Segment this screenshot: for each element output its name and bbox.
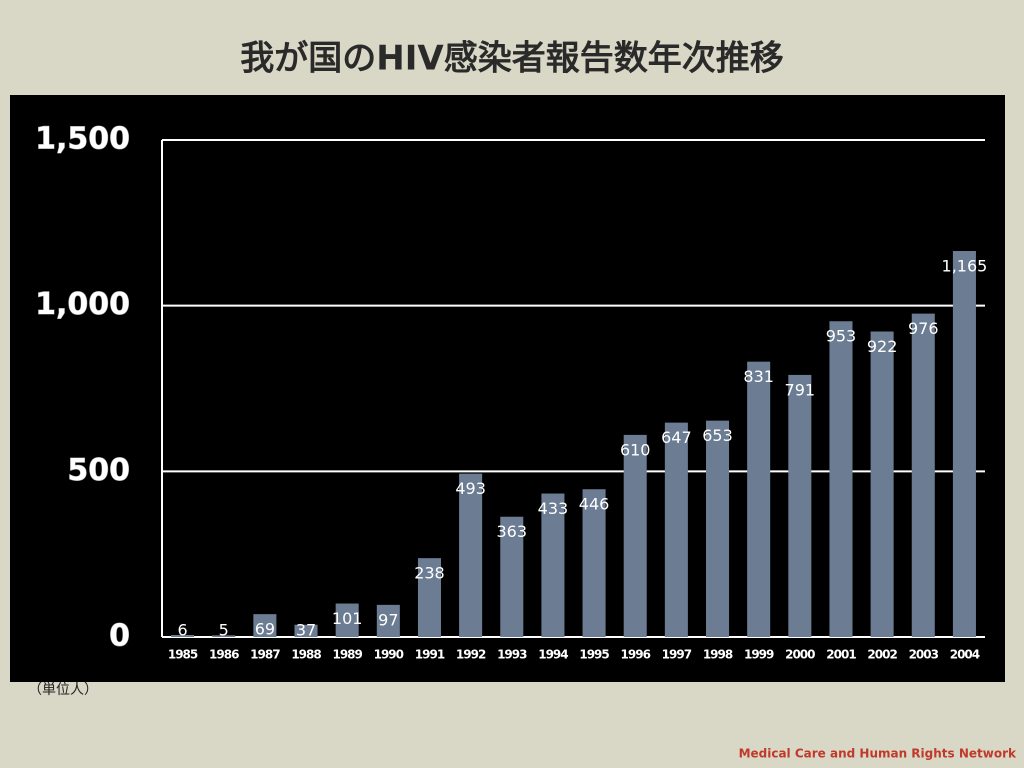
y-tick-label: 500 [67, 453, 130, 488]
x-tick-label: 1988 [291, 648, 321, 662]
x-tick-label: 1993 [497, 648, 527, 662]
value-label: 953 [826, 327, 857, 346]
bar [911, 313, 935, 637]
value-label: 831 [743, 367, 774, 386]
y-tick-label: 1,000 [35, 287, 130, 322]
value-label: 653 [702, 426, 733, 445]
x-tick-label: 1989 [332, 648, 362, 662]
unit-note: （単位人） [28, 682, 98, 698]
x-tick-label: 2003 [909, 648, 939, 662]
bar [253, 614, 277, 637]
bar [417, 558, 441, 637]
value-label: 363 [497, 522, 528, 541]
x-tick-label: 1986 [209, 648, 239, 662]
value-label: 976 [908, 319, 939, 338]
bar [459, 473, 483, 637]
bar [294, 624, 318, 637]
value-label: 6 [177, 621, 187, 640]
chart-title: 我が国のHIV感染者報告数年次推移 [240, 39, 783, 79]
bar [829, 321, 853, 637]
bar [541, 493, 565, 637]
bar [376, 604, 400, 637]
x-tick-label: 2002 [867, 648, 897, 662]
x-tick-label: 1999 [744, 648, 774, 662]
bar [788, 374, 812, 637]
bar [747, 361, 771, 637]
value-label: 101 [332, 609, 363, 628]
value-label: 97 [378, 610, 398, 629]
bar [870, 331, 894, 637]
value-label: 5 [219, 621, 229, 640]
x-tick-label: 1998 [703, 648, 733, 662]
x-tick-label: 1990 [374, 648, 404, 662]
x-tick-label: 1996 [621, 648, 651, 662]
source: Medical Care and Human Rights Network [739, 747, 1017, 761]
x-tick-label: 1994 [538, 648, 568, 662]
value-label: 446 [579, 495, 610, 514]
value-label: 647 [661, 428, 692, 447]
value-label: 37 [296, 621, 316, 640]
x-tick-label: 1987 [250, 648, 280, 662]
y-tick-label: 0 [109, 619, 130, 654]
value-label: 1,165 [942, 256, 988, 275]
value-label: 493 [455, 479, 486, 498]
bar [582, 489, 606, 637]
x-tick-label: 2001 [826, 648, 856, 662]
bar [171, 635, 195, 637]
bar [623, 434, 647, 637]
value-label: 238 [414, 564, 445, 583]
bar [952, 250, 976, 637]
bar [335, 603, 359, 637]
bar [706, 420, 730, 637]
x-tick-label: 2000 [785, 648, 815, 662]
value-label: 791 [785, 380, 816, 399]
value-label: 610 [620, 440, 651, 459]
x-tick-label: 1995 [579, 648, 609, 662]
value-label: 922 [867, 337, 898, 356]
x-tick-label: 2004 [950, 648, 980, 662]
x-tick-label: 1985 [168, 648, 198, 662]
value-label: 69 [255, 620, 275, 639]
x-tick-label: 1997 [662, 648, 692, 662]
bar [212, 635, 236, 637]
bar [500, 516, 524, 637]
value-label: 433 [538, 499, 569, 518]
x-tick-label: 1991 [415, 648, 445, 662]
x-tick-label: 1992 [456, 648, 486, 662]
y-tick-label: 1,500 [35, 122, 130, 157]
bar [664, 422, 688, 637]
